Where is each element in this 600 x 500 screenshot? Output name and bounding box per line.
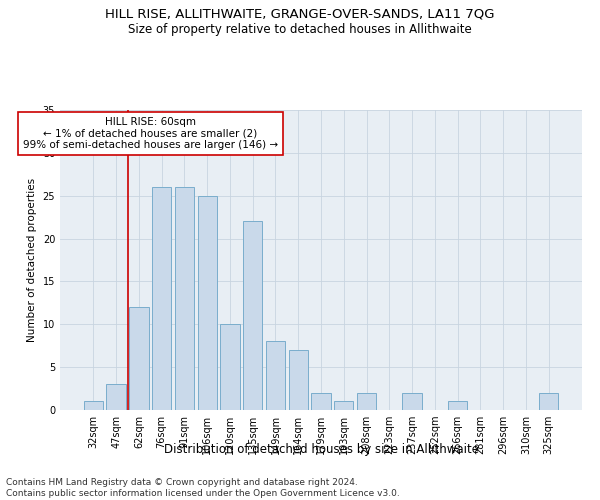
Bar: [197, 196, 217, 410]
Bar: [357, 393, 376, 410]
Y-axis label: Number of detached properties: Number of detached properties: [27, 178, 37, 342]
Bar: [152, 187, 172, 410]
Bar: [175, 187, 194, 410]
Bar: [220, 324, 239, 410]
Bar: [448, 402, 467, 410]
Bar: [334, 402, 353, 410]
Bar: [539, 393, 558, 410]
Bar: [311, 393, 331, 410]
Bar: [84, 402, 103, 410]
Bar: [243, 222, 262, 410]
Bar: [289, 350, 308, 410]
Bar: [266, 342, 285, 410]
Text: Size of property relative to detached houses in Allithwaite: Size of property relative to detached ho…: [128, 22, 472, 36]
Text: Contains HM Land Registry data © Crown copyright and database right 2024.
Contai: Contains HM Land Registry data © Crown c…: [6, 478, 400, 498]
Bar: [403, 393, 422, 410]
Text: HILL RISE: 60sqm
← 1% of detached houses are smaller (2)
99% of semi-detached ho: HILL RISE: 60sqm ← 1% of detached houses…: [23, 117, 278, 150]
Text: Distribution of detached houses by size in Allithwaite: Distribution of detached houses by size …: [163, 442, 479, 456]
Bar: [106, 384, 126, 410]
Text: HILL RISE, ALLITHWAITE, GRANGE-OVER-SANDS, LA11 7QG: HILL RISE, ALLITHWAITE, GRANGE-OVER-SAND…: [105, 8, 495, 20]
Bar: [129, 307, 149, 410]
